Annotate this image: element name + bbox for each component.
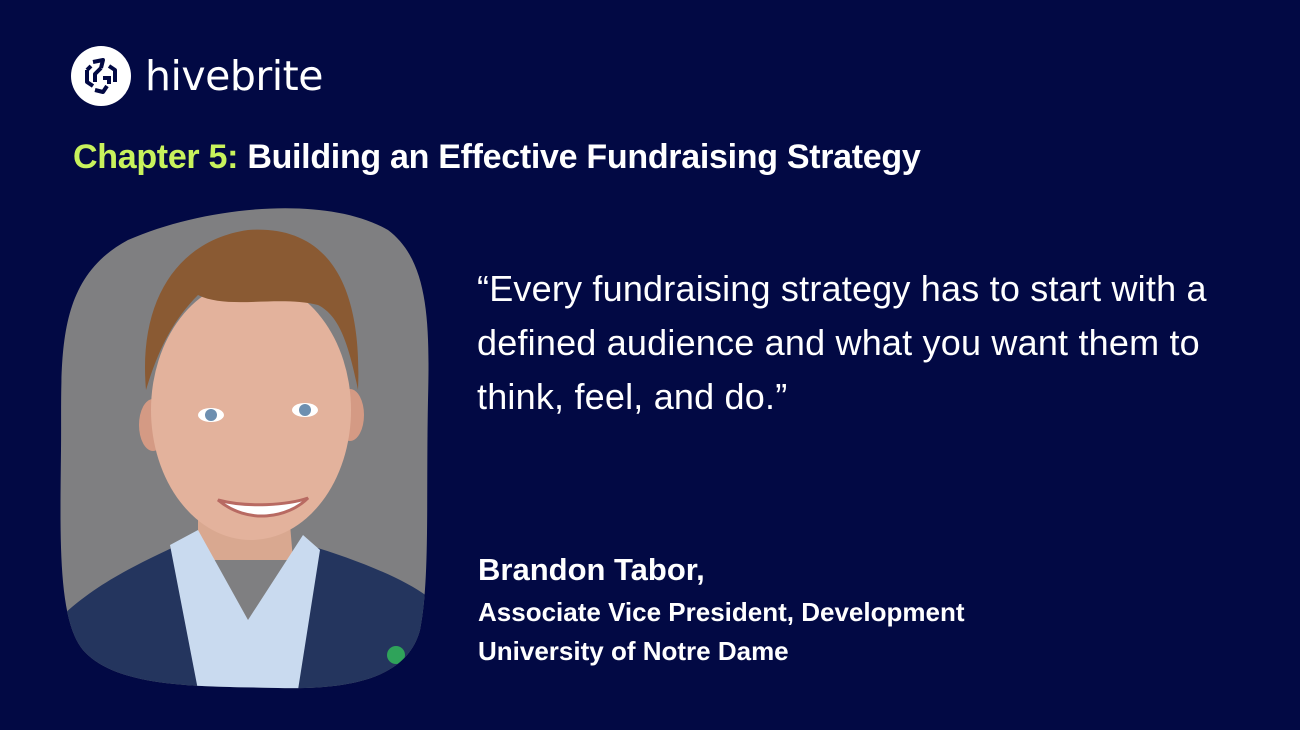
quote-text: “Every fundraising strategy has to start… <box>477 268 1207 417</box>
chapter-label: Chapter 5: <box>73 138 239 176</box>
speaker-details: Associate Vice President, Development Un… <box>478 593 965 671</box>
speaker-name: Brandon Tabor, <box>478 552 705 587</box>
speaker-title: Associate Vice President, Development <box>478 597 965 627</box>
speaker-organization: University of Notre Dame <box>478 636 789 666</box>
hivebrite-logo-icon <box>71 46 131 106</box>
brand-name: hivebrite <box>145 51 323 100</box>
brand-logo: hivebrite <box>71 46 323 106</box>
speaker-photo <box>60 208 429 689</box>
chapter-title: Building an Effective Fundraising Strate… <box>247 138 921 176</box>
page-title: Chapter 5: Building an Effective Fundrai… <box>73 138 921 177</box>
